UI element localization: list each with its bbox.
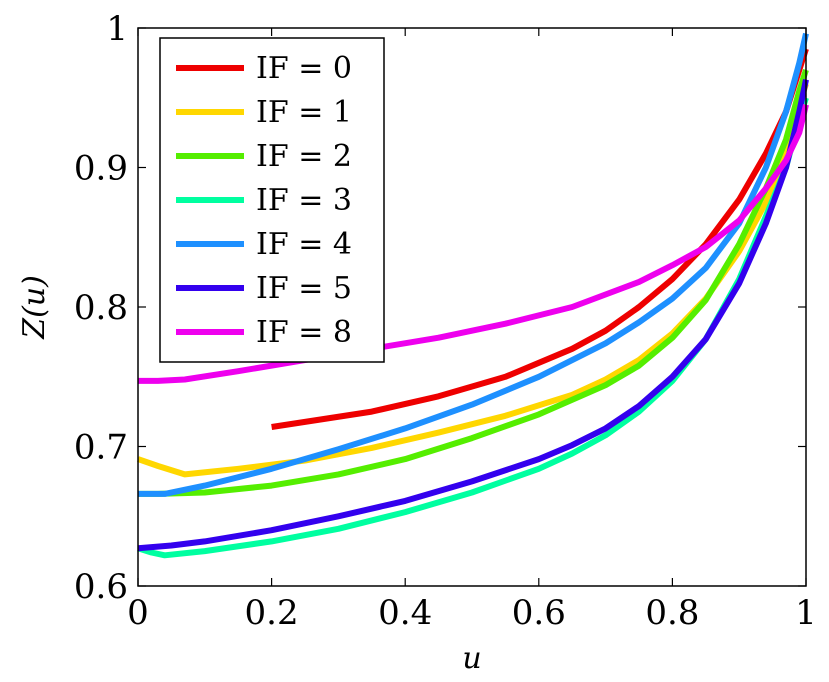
y-tick-label: 0.6 — [74, 567, 128, 607]
x-tick-label: 1 — [795, 593, 817, 633]
legend-label-5: IF = 5 — [256, 271, 352, 306]
x-tick-label: 0 — [127, 593, 149, 633]
legend-label-4: IF = 4 — [256, 227, 352, 262]
legend-label-0: IF = 0 — [256, 51, 352, 86]
series-line-4 — [138, 32, 809, 497]
legend-label-6: IF = 8 — [256, 315, 352, 350]
x-tick-label: 0.2 — [245, 593, 299, 633]
y-tick-label: 0.7 — [74, 428, 128, 468]
legend-label-2: IF = 2 — [256, 139, 352, 174]
y-tick-label: 0.8 — [74, 288, 128, 328]
x-axis-label: u — [462, 641, 481, 676]
series-line-2 — [138, 68, 809, 497]
legend: IF = 0 IF = 1 IF = 2 IF = 3 IF = 4 IF = 5 IF =… — [159, 37, 385, 363]
series-line-5 — [137, 78, 809, 552]
y-axis-label: Z(u) — [17, 275, 52, 340]
y-tick-label: 1 — [106, 9, 128, 49]
x-tick-label: 0.8 — [645, 593, 699, 633]
x-tick-label: 0.6 — [512, 593, 566, 633]
axis-ticks: 0 0.2 0.4 0.6 0.8 1 0.6 0.7 0.8 0.9 1 — [74, 9, 817, 633]
legend-label-3: IF = 3 — [256, 183, 352, 218]
legend-label-1: IF = 1 — [256, 95, 352, 130]
y-tick-label: 0.9 — [74, 149, 128, 189]
plot-lines — [137, 32, 809, 559]
series-line-6 — [138, 103, 809, 384]
series-line-1 — [137, 82, 809, 478]
x-tick-label: 0.4 — [378, 593, 432, 633]
